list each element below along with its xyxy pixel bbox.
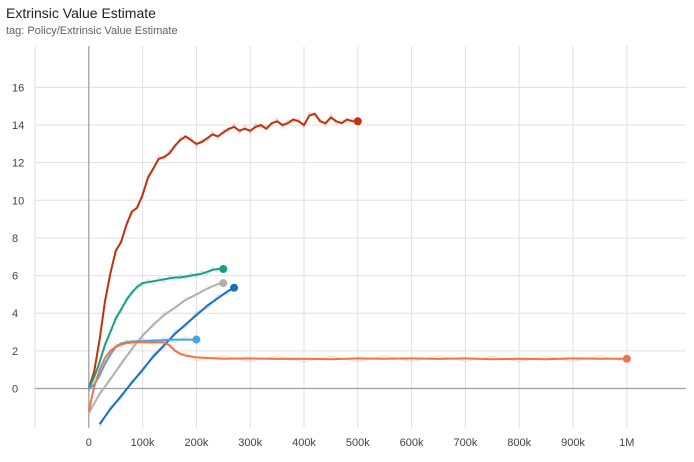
- x-tick-label: 1M: [619, 437, 634, 449]
- x-tick-label: 700k: [453, 437, 477, 449]
- axes: [35, 46, 686, 428]
- y-tick-label: 6: [12, 271, 18, 283]
- series-line: [87, 112, 358, 389]
- series-line: [87, 282, 224, 414]
- x-tick-label: 900k: [561, 437, 585, 449]
- y-tick-label: 4: [12, 308, 18, 320]
- series-end-dot: [219, 279, 228, 288]
- y-tick-label: 10: [12, 195, 24, 207]
- series-raw-line: [99, 284, 235, 428]
- series-line: [87, 341, 627, 412]
- x-tick-label: 0: [86, 437, 92, 449]
- series-end-dot: [192, 335, 201, 344]
- y-tick-label: 14: [12, 120, 24, 132]
- y-tick-label: 2: [12, 346, 18, 358]
- series-line: [87, 268, 224, 389]
- series-lines: [87, 111, 627, 428]
- x-tick-label: 400k: [292, 437, 316, 449]
- y-tick-label: 12: [12, 158, 24, 170]
- series-end-markers: [192, 117, 631, 363]
- series-raw-line: [88, 279, 224, 417]
- tick-labels: 0 2 4 6 8 10 12 14 16 0 100k 200k 300k 400k 500k 600k 70…: [12, 82, 634, 449]
- series-raw-line: [88, 111, 359, 392]
- chart-title: Extrinsic Value Estimate: [6, 5, 156, 21]
- x-tick-label: 800k: [507, 437, 531, 449]
- y-tick-label: 0: [12, 383, 18, 395]
- y-tick-label: 16: [12, 82, 24, 94]
- series-end-dot: [353, 117, 362, 126]
- series-line: [98, 286, 235, 425]
- x-tick-label: 200k: [184, 437, 208, 449]
- y-tick-label: 8: [12, 233, 18, 245]
- series-end-dot: [230, 283, 239, 292]
- grid-lines: [34, 46, 686, 428]
- x-tick-label: 500k: [346, 437, 370, 449]
- x-tick-label: 600k: [400, 437, 424, 449]
- x-tick-label: 300k: [238, 437, 262, 449]
- series-end-dot: [622, 354, 631, 363]
- chart-tag: tag: Policy/Extrinsic Value Estimate: [6, 25, 178, 37]
- series-end-dot: [219, 264, 228, 273]
- x-tick-label: 100k: [131, 437, 155, 449]
